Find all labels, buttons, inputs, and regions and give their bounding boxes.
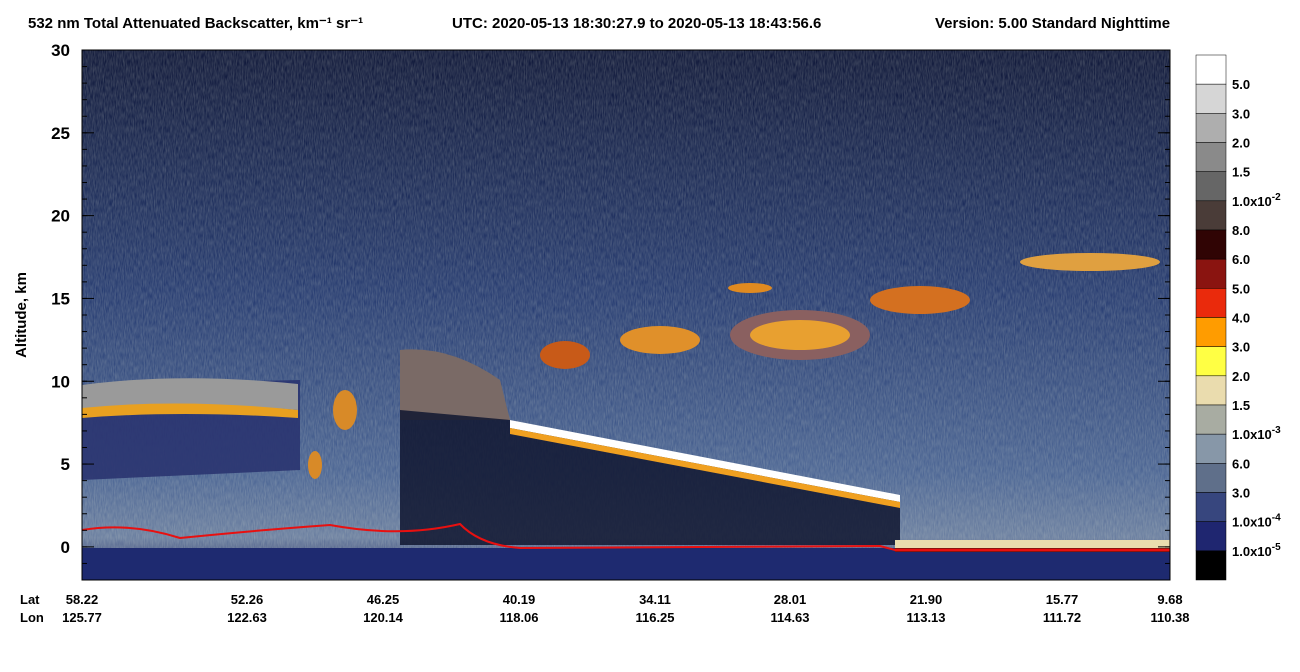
lon-label: 122.63	[227, 610, 267, 625]
colorbar-swatch	[1195, 288, 1227, 318]
colorbar-label: 6.0	[1232, 456, 1250, 471]
label-base: 2.0	[1232, 136, 1250, 151]
lat-label: 40.19	[503, 592, 536, 607]
lat-label: 58.22	[66, 592, 99, 607]
lat-label: 9.68	[1157, 592, 1182, 607]
colorbar-swatch	[1195, 54, 1227, 85]
label-base: 1.5	[1232, 165, 1250, 180]
colorbar-swatch	[1195, 200, 1227, 231]
colorbar-label: 6.0	[1232, 252, 1250, 267]
colorbar-label: 2.0	[1232, 136, 1250, 151]
label-base: 3.0	[1232, 106, 1250, 121]
colorbar-label: 1.0x10-5	[1232, 542, 1281, 559]
colorbar-label: 1.0x10-4	[1232, 513, 1281, 530]
y-tick-label: 15	[51, 289, 70, 308]
label-base: 1.0x10	[1232, 544, 1272, 559]
colorbar-swatch	[1195, 83, 1227, 114]
label-exponent: -5	[1272, 542, 1281, 553]
colorbar-label: 1.0x10-3	[1232, 425, 1281, 442]
label-base: 2.0	[1232, 369, 1250, 384]
colorbar-label: 2.0	[1232, 369, 1250, 384]
lat-label: 34.11	[639, 592, 671, 607]
label-base: 1.5	[1232, 398, 1250, 413]
label-base: 4.0	[1232, 311, 1250, 326]
label-base: 6.0	[1232, 252, 1250, 267]
colorbar-swatch	[1195, 346, 1227, 377]
lon-label: 120.14	[363, 610, 404, 625]
y-axis-label: Altitude, km	[13, 272, 30, 358]
colorbar-swatch	[1195, 171, 1227, 202]
label-base: 6.0	[1232, 456, 1250, 471]
lon-label: 110.38	[1150, 610, 1189, 625]
colorbar-swatch	[1195, 463, 1227, 493]
lat-label: 21.90	[910, 592, 943, 607]
lon-label: 114.63	[770, 610, 809, 625]
colorbar-label: 3.0	[1232, 340, 1250, 355]
label-exponent: -4	[1272, 513, 1281, 524]
lon-label: 113.13	[906, 610, 945, 625]
lat-label: 46.25	[367, 592, 400, 607]
lat-label: 15.77	[1046, 592, 1079, 607]
lat-label: 28.01	[774, 592, 807, 607]
colorbar-label: 5.0	[1232, 77, 1250, 92]
colorbar-swatch	[1195, 258, 1227, 289]
colorbar-swatch	[1195, 113, 1227, 143]
colorbar-label: 1.5	[1232, 398, 1250, 413]
colorbar-swatch	[1195, 375, 1227, 406]
colorbar-label: 1.5	[1232, 165, 1250, 180]
colorbar-label: 1.0x10-2	[1232, 192, 1281, 209]
label-base: 1.0x10	[1232, 515, 1272, 530]
colorbar-swatch	[1195, 229, 1227, 260]
colorbar-label: 8.0	[1232, 223, 1250, 238]
colorbar-label: 4.0	[1232, 311, 1250, 326]
label-base: 1.0x10	[1232, 194, 1272, 209]
label-base: 3.0	[1232, 486, 1250, 501]
lon-label: 116.25	[635, 610, 674, 625]
lat-label: 52.26	[231, 592, 264, 607]
label-exponent: -3	[1272, 425, 1281, 436]
colorbar-swatch	[1195, 433, 1227, 464]
lon-label: 125.77	[62, 610, 102, 625]
lat-row-label: Lat	[20, 592, 40, 607]
chart-title: 532 nm Total Attenuated Backscatter, km⁻…	[28, 15, 363, 32]
label-exponent: -2	[1272, 192, 1281, 203]
colorbar-swatch	[1195, 492, 1227, 522]
y-tick-label: 0	[61, 538, 70, 557]
colorbar-swatch	[1195, 550, 1227, 581]
lon-label: 118.06	[499, 610, 538, 625]
lon-label: 111.72	[1043, 610, 1081, 625]
time-label: UTC: 2020-05-13 18:30:27.9 to 2020-05-13…	[452, 15, 821, 32]
y-tick-label: 30	[51, 41, 70, 60]
colorbar-swatch	[1195, 142, 1227, 172]
colorbar-label: 5.0	[1232, 281, 1250, 296]
colorbar-label: 3.0	[1232, 486, 1250, 501]
label-base: 3.0	[1232, 340, 1250, 355]
backscatter-image	[82, 50, 1170, 580]
colorbar-swatch	[1195, 404, 1227, 435]
label-base: 8.0	[1232, 223, 1250, 238]
y-tick-label: 20	[51, 207, 70, 226]
y-tick-label: 10	[51, 372, 70, 391]
colorbar-label: 3.0	[1232, 106, 1250, 121]
colorbar-swatch	[1195, 521, 1227, 552]
y-tick-label: 25	[51, 124, 70, 143]
label-base: 1.0x10	[1232, 427, 1272, 442]
y-tick-label: 5	[61, 455, 70, 474]
lon-row-label: Lon	[20, 610, 44, 625]
version-label: Version: 5.00 Standard Nighttime	[935, 15, 1170, 32]
label-base: 5.0	[1232, 77, 1250, 92]
label-base: 5.0	[1232, 281, 1250, 296]
colorbar-swatch	[1195, 317, 1227, 347]
